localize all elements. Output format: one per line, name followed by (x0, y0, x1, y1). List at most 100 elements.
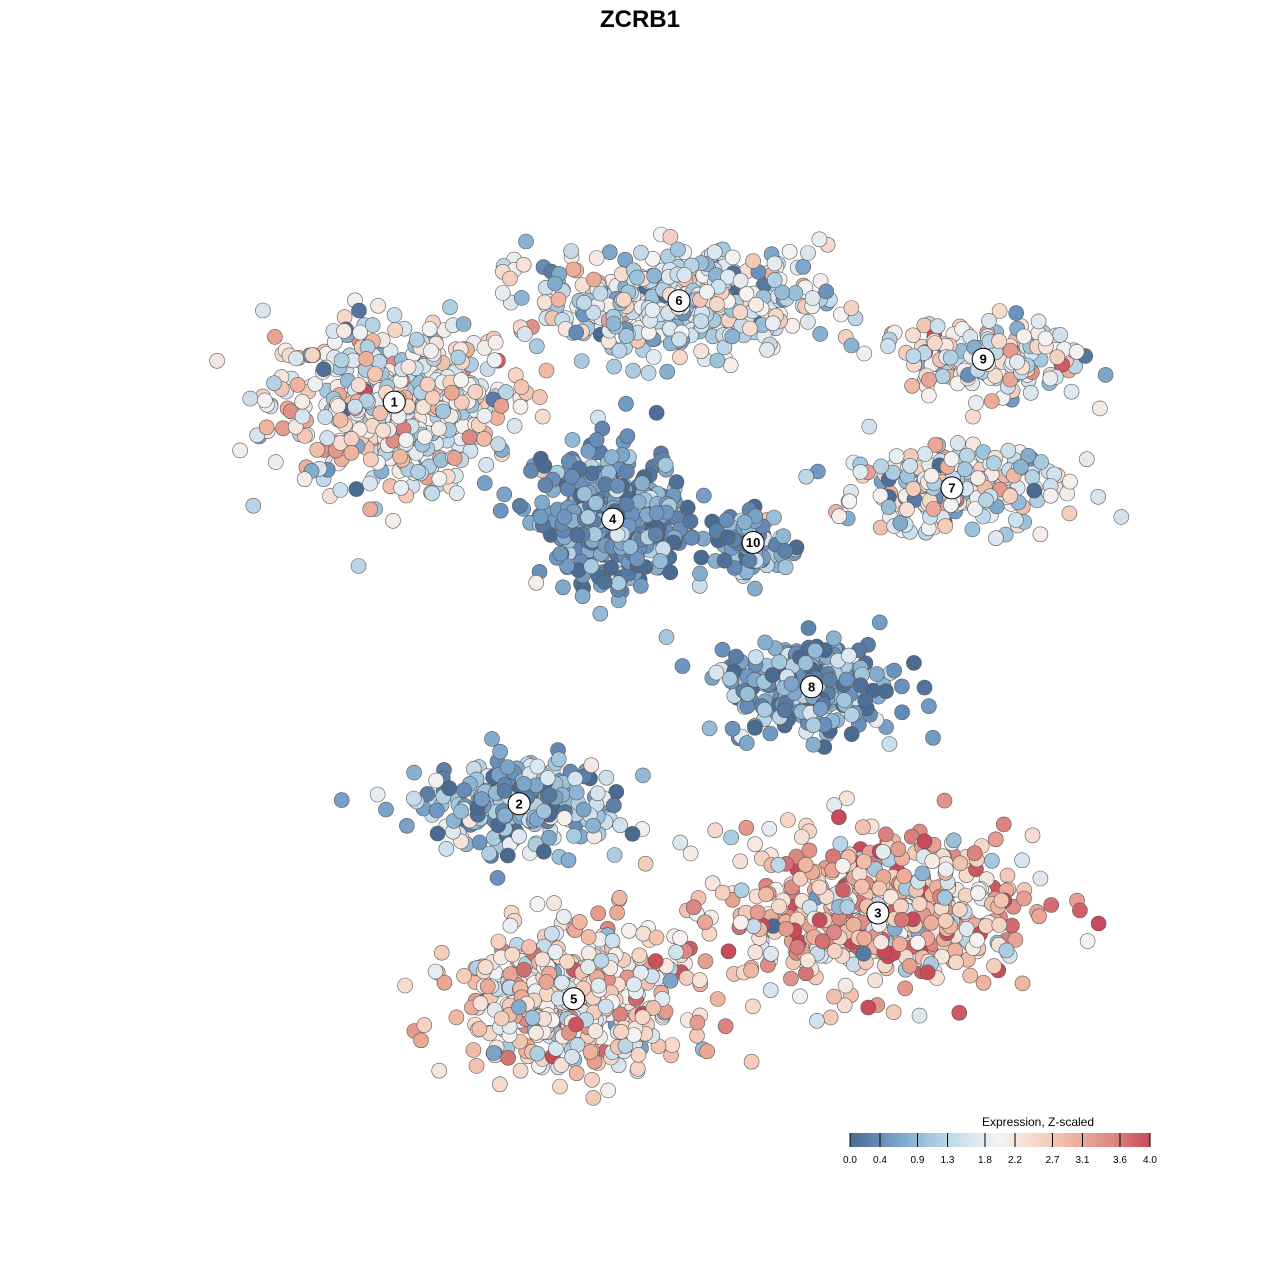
cell-point (831, 508, 848, 525)
cell-point (502, 917, 519, 934)
cell-point (835, 882, 851, 898)
cell-point (516, 961, 532, 978)
cell-point (709, 991, 726, 1007)
cell-point (914, 865, 931, 882)
cell-point (421, 321, 438, 337)
cell-point (860, 999, 877, 1016)
cell-point (431, 420, 447, 437)
cell-point (538, 362, 555, 379)
cell-point (593, 952, 610, 969)
cell-point (780, 812, 796, 828)
cell-point (610, 575, 627, 592)
cell-point (657, 457, 674, 473)
cell-point (617, 251, 634, 268)
cell-point (556, 509, 573, 525)
cell-point (659, 363, 676, 380)
cell-point (970, 885, 986, 902)
cell-point (853, 878, 870, 895)
svg-text:9: 9 (980, 352, 987, 367)
cell-point (479, 978, 496, 995)
cell-point (461, 429, 478, 446)
cell-point (787, 285, 804, 301)
cell-point (471, 1021, 488, 1037)
cell-point (728, 648, 744, 665)
cell-point (1033, 454, 1049, 470)
cell-point (758, 886, 774, 903)
cell-point (748, 296, 765, 313)
cell-point (547, 275, 563, 292)
cell-point (601, 244, 618, 260)
cell-point (441, 780, 458, 797)
cell-point (528, 1025, 544, 1041)
cell-point (991, 303, 1008, 319)
cell-point (891, 936, 908, 952)
cell-point (564, 468, 580, 485)
cell-point (304, 347, 321, 363)
cell-point (716, 552, 733, 569)
cell-point (943, 451, 960, 467)
cell-point (1052, 327, 1068, 343)
cell-point (783, 970, 799, 987)
cell-point (499, 759, 516, 776)
cell-point (761, 820, 778, 837)
cell-point (1008, 512, 1024, 528)
cell-point (534, 408, 551, 425)
cell-point (568, 1016, 584, 1033)
cell-point (630, 1047, 647, 1063)
cell-point (689, 1027, 705, 1044)
svg-text:4: 4 (609, 512, 617, 527)
cell-point (1023, 384, 1039, 401)
cell-point (855, 819, 871, 836)
cell-point (805, 717, 822, 734)
cell-point (826, 988, 842, 1005)
cell-point (453, 803, 469, 820)
cell-point (512, 1062, 529, 1079)
cell-point (645, 1000, 662, 1016)
cell-point (841, 647, 857, 664)
cell-point (795, 258, 812, 275)
cell-point (1042, 370, 1059, 387)
cell-point (981, 313, 997, 329)
cell-point (592, 285, 609, 302)
cell-point (535, 843, 552, 860)
cell-point (921, 372, 937, 388)
cell-point (309, 441, 326, 458)
cell-point (781, 243, 798, 260)
legend-tick-label: 4.0 (1143, 1155, 1157, 1166)
cell-point (492, 502, 509, 519)
cell-point (397, 977, 413, 994)
cell-point (428, 802, 445, 819)
cell-point (798, 468, 815, 485)
cell-point (448, 485, 465, 502)
cell-point (1043, 897, 1059, 913)
cluster-label-5: 5 (562, 987, 586, 1011)
cell-point (548, 1041, 564, 1057)
cell-point (839, 899, 856, 915)
cell-point (555, 579, 571, 596)
cell-point (838, 671, 855, 688)
cell-point (999, 867, 1016, 884)
cell-point (927, 437, 944, 453)
cell-point (738, 735, 755, 751)
cell-point (995, 816, 1012, 833)
svg-text:2: 2 (515, 796, 522, 811)
legend-tick-label: 2.7 (1046, 1155, 1060, 1166)
cell-point (807, 642, 824, 659)
cell-point (745, 998, 761, 1015)
cell-point (424, 485, 440, 502)
cell-point (783, 676, 800, 692)
cell-point (629, 1061, 646, 1077)
cell-point (1024, 469, 1041, 486)
cell-point (513, 290, 530, 306)
cell-point (959, 447, 975, 464)
cell-point (749, 904, 766, 921)
cell-point (496, 486, 513, 503)
cell-point (923, 914, 940, 931)
cell-point (646, 267, 662, 284)
cell-point (766, 255, 783, 272)
cell-point (516, 326, 533, 342)
cell-point (289, 376, 306, 393)
cluster-label-2: 2 (507, 792, 531, 816)
cell-point (392, 448, 409, 465)
cell-point (1031, 908, 1047, 925)
